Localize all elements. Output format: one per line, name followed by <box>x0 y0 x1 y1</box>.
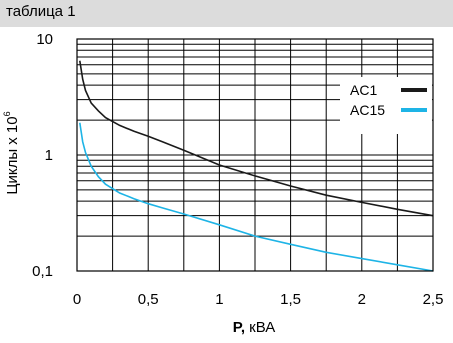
legend: AC1 AC15 <box>340 77 432 134</box>
legend-background <box>340 77 432 134</box>
plot-frame <box>76 38 434 272</box>
series-line-ac15 <box>79 122 434 272</box>
tick-labels: 0 0,5 1 1,5 2 2,5 10 1 0,1 <box>32 31 443 308</box>
x-axis-label-symbol: P, <box>233 319 245 336</box>
plot-border <box>76 38 434 272</box>
x-tick-label: 2 <box>358 291 366 308</box>
x-axis-label-unit: кВА <box>245 319 275 336</box>
series-line-ac1 <box>79 60 434 217</box>
y-axis-label-main: Циклы x 10 <box>4 116 21 194</box>
x-tick-label: 0,5 <box>138 291 159 308</box>
header-bar: таблица 1 <box>0 0 453 27</box>
x-axis-label: P, кВА <box>233 319 276 336</box>
x-tick-label: 0 <box>73 291 81 308</box>
series-group <box>79 60 434 272</box>
y-axis-label-exponent: 6 <box>2 111 12 116</box>
x-tick-label: 1,5 <box>280 291 301 308</box>
x-tick-label: 1 <box>215 291 223 308</box>
y-tick-label: 1 <box>45 147 53 164</box>
y-axis-label: Циклы x 106 <box>2 111 21 194</box>
legend-label-ac15: AC15 <box>350 102 385 118</box>
y-tick-label: 0,1 <box>32 263 53 280</box>
legend-label-ac1: AC1 <box>350 82 377 98</box>
header-title: таблица 1 <box>6 3 76 20</box>
y-tick-label: 10 <box>36 31 53 48</box>
x-tick-label: 2,5 <box>423 291 444 308</box>
